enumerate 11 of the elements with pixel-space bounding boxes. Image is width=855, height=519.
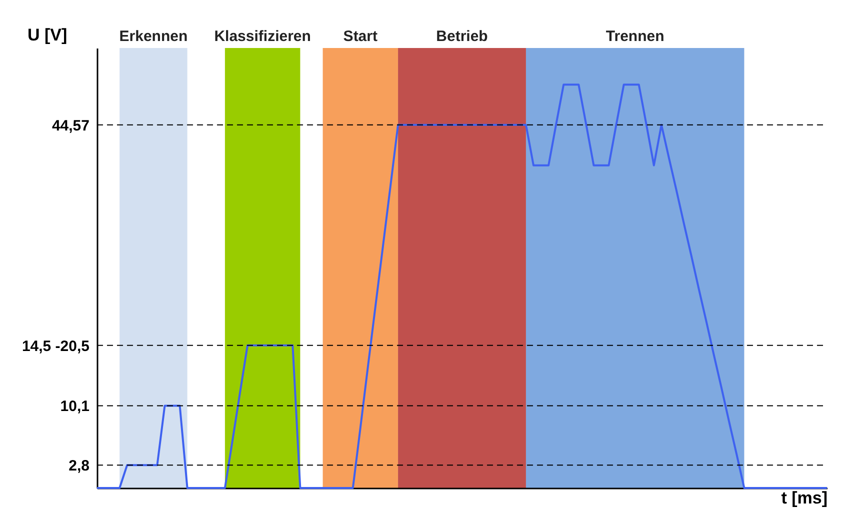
x-axis-title: t [ms] [781,488,828,508]
y-tick-label: 10,1 [60,398,90,416]
y-axis-title: U [V] [28,26,68,44]
text: Trennen [606,28,664,45]
text: Klassifizieren [214,28,311,45]
y-tick-label: 44,57 [52,117,90,134]
text: Erkennen [119,28,188,45]
y-tick-label: 2,8 [68,458,90,475]
y-tick-label: 14,5 -20,5 [22,338,90,355]
text: Start [343,28,378,45]
text: Betrieb [436,28,488,45]
